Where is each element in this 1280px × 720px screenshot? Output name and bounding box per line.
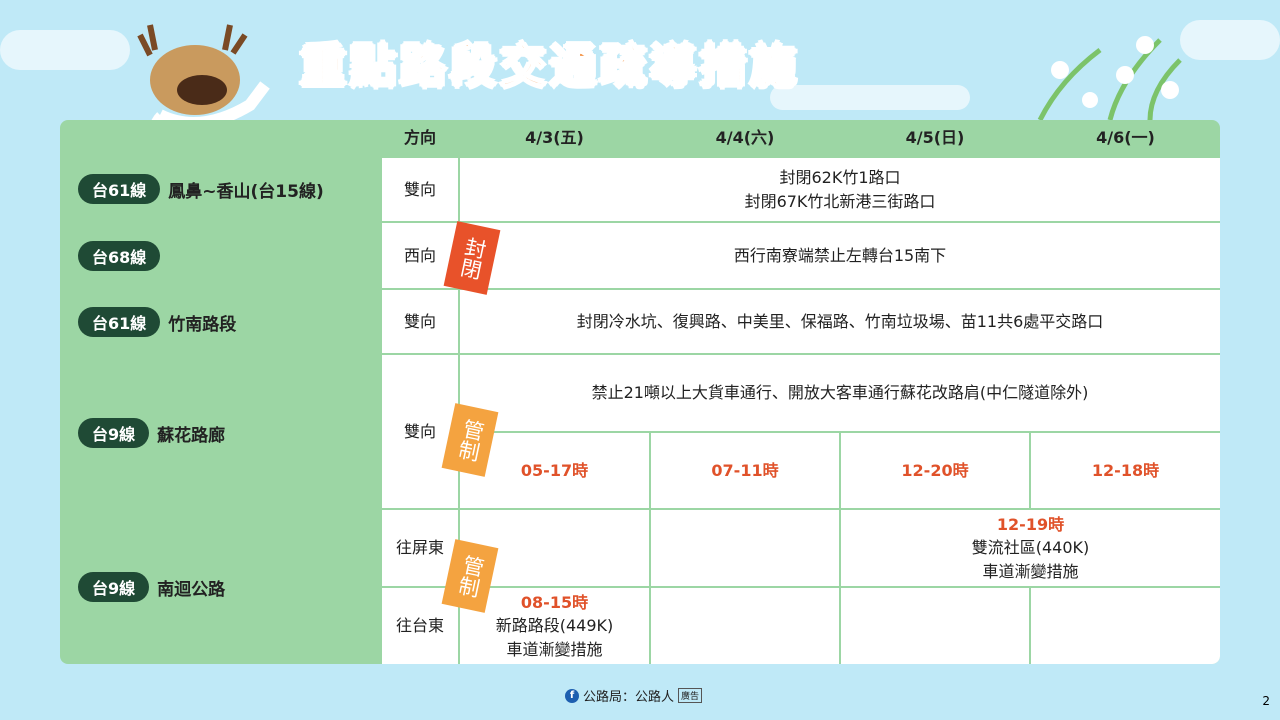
time-label: 12-19時: [996, 515, 1065, 535]
cloud: [1180, 20, 1280, 60]
cloud: [770, 85, 970, 110]
empty-cell: [651, 510, 839, 586]
section-name: 蘇花路廊: [157, 425, 226, 446]
header-date: 4/3(五): [525, 128, 584, 148]
measure-cell: 封閉冷水坑、復興路、中美里、保福路、竹南垃圾場、苗11共6處平交路口: [460, 290, 1220, 353]
stamp-text: 封閉: [456, 235, 489, 282]
time-label: 08-15時: [520, 593, 589, 613]
measure-line: 車道漸變措施: [506, 639, 603, 659]
stamp-text: 管制: [454, 417, 487, 464]
route-badge: 台68線: [78, 241, 161, 271]
measure-line: 封閉67K竹北新港三街路口: [744, 191, 936, 211]
direction-cell: 雙向: [382, 290, 458, 353]
ad-label: 廣告: [678, 688, 703, 703]
route-badge: 台61線: [78, 174, 161, 204]
source-text: 公路局：公路人: [583, 690, 675, 705]
flowers-illustration: [1037, 36, 1182, 120]
direction-cell: 雙向: [382, 158, 458, 221]
time-cell: 12-18時: [1031, 433, 1220, 508]
deer-mascot-illustration: [137, 24, 270, 142]
cloud: [0, 30, 130, 70]
direction-cell: 雙向: [382, 355, 458, 508]
section-name: 竹南路段: [168, 314, 237, 335]
stamp-text: 管制: [454, 553, 487, 600]
section-name: 南迴公路: [157, 579, 226, 600]
header-direction: 方向: [403, 128, 436, 148]
empty-cell: [1031, 588, 1220, 664]
time-cell: 12-20時: [841, 433, 1029, 508]
row-label: 台9線 南迴公路: [78, 572, 225, 602]
section-name: 鳳鼻~香山(台15線): [168, 181, 324, 202]
measure-line: 雙流社區(440K): [971, 538, 1090, 558]
measure-line: 新路路段(449K): [495, 616, 614, 636]
measure-cell: 禁止21噸以上大貨車通行、開放大客車通行蘇花改路肩(中仁隧道除外): [460, 355, 1220, 431]
row-label: 台61線 竹南路段: [78, 307, 236, 337]
measure-line: 封閉62K竹1路口: [779, 168, 901, 188]
measure-cell: 西行南寮端禁止左轉台15南下: [460, 223, 1220, 288]
direction-cell: 往屏東: [382, 510, 458, 586]
page-title: 重點路段交通疏導措施: [299, 38, 800, 94]
route-badge: 台61線: [78, 307, 161, 337]
time-cell: 05-17時: [460, 433, 649, 508]
measure-cell: 封閉62K竹1路口 封閉67K竹北新港三街路口: [460, 158, 1220, 221]
row-label: 台61線 鳳鼻~香山(台15線): [78, 174, 324, 204]
route-badge: 台9線: [78, 572, 150, 602]
time-cell: 07-11時: [651, 433, 839, 508]
empty-cell: [651, 588, 839, 664]
row-label: 台68線: [78, 241, 161, 271]
header-date: 4/6(一): [1096, 128, 1155, 148]
footer-source: f 公路局：公路人 廣告: [565, 686, 703, 705]
route-badge: 台9線: [78, 418, 150, 448]
header-date: 4/4(六): [715, 128, 775, 148]
empty-cell: [841, 588, 1029, 664]
page-number: 2: [1262, 694, 1270, 708]
measure-cell: 08-15時 新路路段(449K) 車道漸變措施: [460, 588, 649, 664]
traffic-measures-table: 方向 4/3(五) 4/4(六) 4/5(日) 4/6(一) 台61線 鳳鼻~香山…: [60, 120, 1220, 664]
facebook-icon: f: [565, 688, 579, 703]
header-date: 4/5(日): [905, 128, 965, 148]
measure-line: 車道漸變措施: [982, 561, 1079, 581]
measure-cell: 12-19時 雙流社區(440K) 車道漸變措施: [841, 510, 1220, 586]
row-label: 台9線 蘇花路廊: [78, 418, 225, 448]
